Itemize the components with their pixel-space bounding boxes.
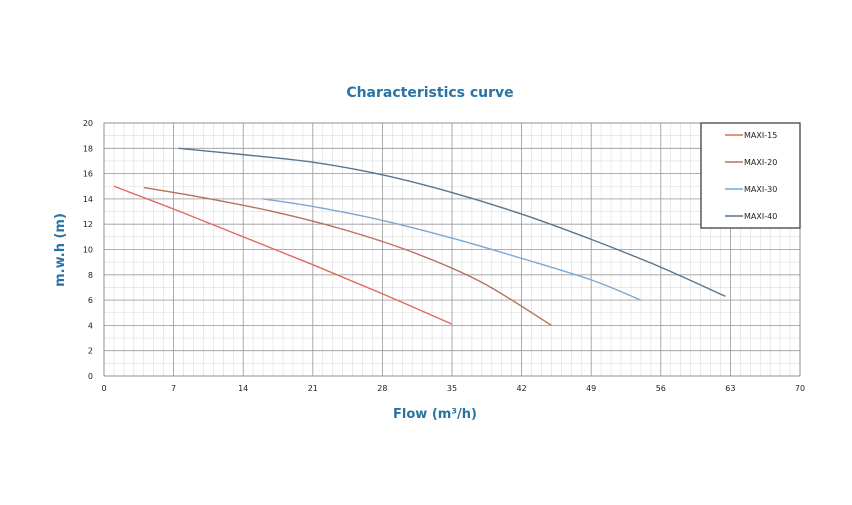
y-tick-label: 16	[83, 170, 93, 179]
legend-entry-label: MAXI-40	[744, 212, 777, 221]
x-tick-label: 7	[171, 384, 176, 393]
legend-box	[700, 122, 801, 229]
legend: MAXI-15 MAXI-20 MAXI-30 MAXI-40	[700, 122, 801, 229]
y-tick-label: 6	[88, 296, 93, 305]
tick-labels: 0 7 14 21 28 35 42 49 56 63 70 0 2 4 6 8 10 12 14 16 18 20	[83, 119, 805, 393]
series-line-maxi-40	[178, 147, 726, 297]
x-tick-label: 42	[517, 384, 527, 393]
y-tick-label: 0	[88, 372, 93, 381]
x-axis-label: Flow (m³/h)	[393, 407, 477, 422]
legend-entry-label: MAXI-20	[744, 158, 777, 167]
y-tick-label: 10	[83, 246, 93, 255]
x-tick-label: 0	[101, 384, 106, 393]
y-axis-label: m.w.h (m)	[53, 213, 68, 287]
y-tick-label: 18	[83, 144, 93, 153]
x-tick-label: 49	[586, 384, 596, 393]
y-tick-label: 4	[88, 321, 93, 330]
x-tick-label: 14	[238, 384, 248, 393]
y-tick-label: 14	[83, 195, 93, 204]
x-tick-label: 56	[656, 384, 666, 393]
grid-lines	[103, 122, 801, 377]
x-tick-label: 70	[795, 384, 805, 393]
y-tick-label: 20	[83, 119, 93, 128]
series-lines	[113, 147, 726, 326]
y-tick-label: 12	[83, 220, 93, 229]
series-line-maxi-20	[143, 186, 552, 326]
series-line-maxi-15	[113, 185, 453, 325]
series-line-maxi-30	[262, 198, 642, 301]
chart-title: Characteristics curve	[346, 85, 513, 101]
x-tick-label: 63	[725, 384, 735, 393]
y-tick-label: 2	[88, 347, 93, 356]
legend-entry-label: MAXI-30	[744, 185, 777, 194]
y-tick-label: 8	[88, 271, 93, 280]
plot-area-border	[103, 122, 801, 377]
x-tick-label: 35	[447, 384, 457, 393]
x-tick-label: 21	[308, 384, 318, 393]
legend-entry-label: MAXI-15	[744, 131, 777, 140]
x-tick-label: 28	[377, 384, 387, 393]
